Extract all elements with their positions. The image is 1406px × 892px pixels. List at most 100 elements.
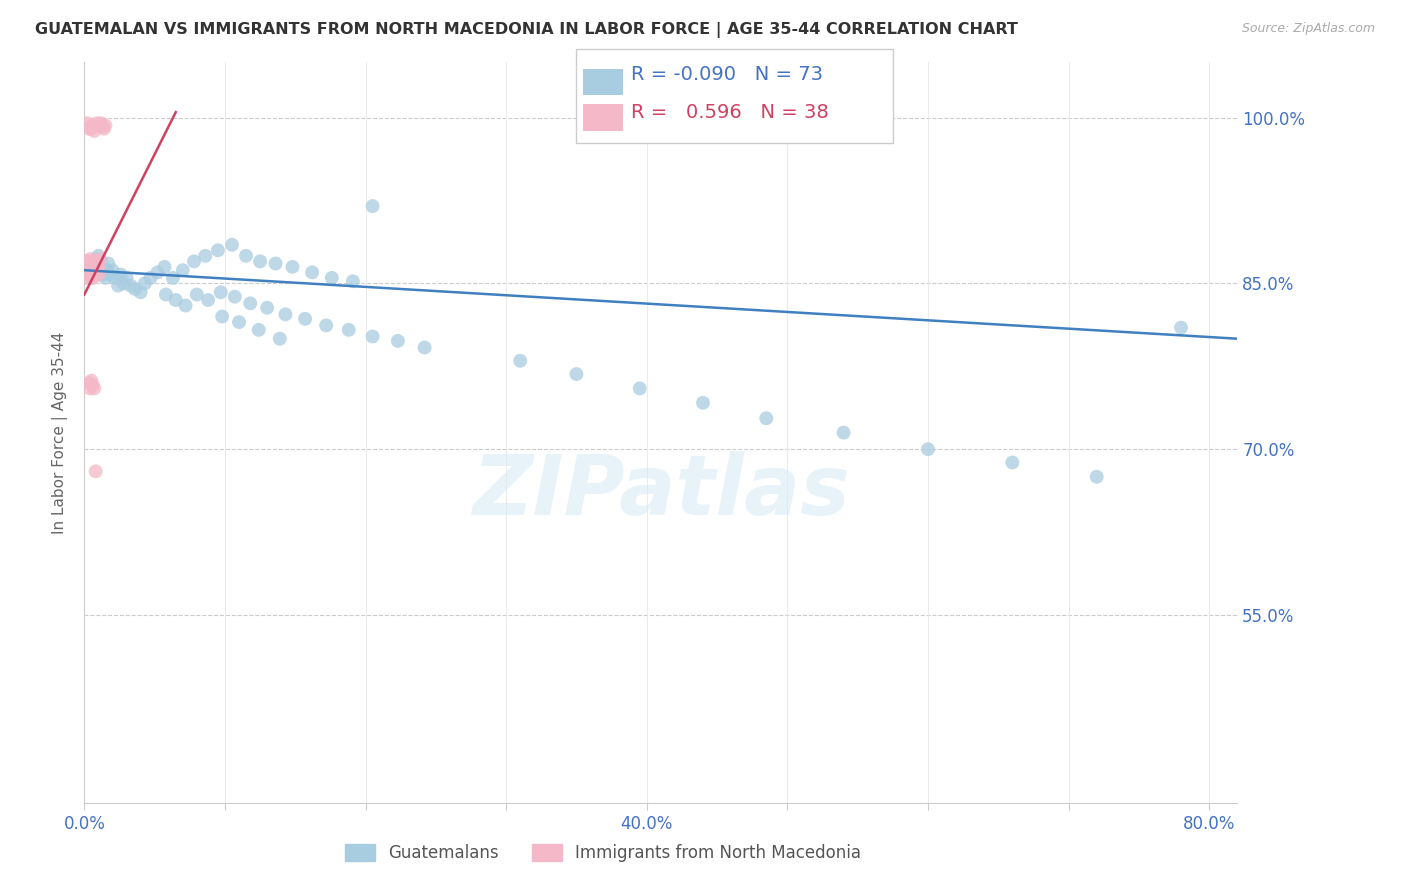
Point [301,265,323,279]
Point [194,249,217,263]
Point [1085,470,1108,484]
Point [153,260,176,274]
Point [76,271,98,285]
Point [509,353,531,368]
Point [1001,455,1024,469]
Point [76,116,98,130]
Point [361,199,384,213]
Point [281,260,304,274]
Point [235,249,257,263]
Point [76,254,98,268]
Point [172,263,194,277]
Point [77,268,100,282]
Point [97,256,120,270]
Point [387,334,409,348]
Point [77,376,100,390]
Point [221,237,243,252]
Point [337,323,360,337]
Point [76,254,98,268]
Point [628,381,651,395]
Point [565,367,588,381]
Text: ZIPatlas: ZIPatlas [472,451,849,533]
Point [139,271,162,285]
Point [917,442,939,457]
Point [294,311,316,326]
Point [84,268,107,282]
Point [183,254,205,268]
Point [692,396,714,410]
Point [79,265,101,279]
Point [274,307,297,321]
Point [211,310,233,324]
Point [1170,320,1192,334]
Point [83,254,105,268]
Point [80,374,103,388]
Point [84,464,107,478]
Y-axis label: In Labor Force | Age 35-44: In Labor Force | Age 35-44 [52,332,69,533]
Point [134,277,156,291]
Point [256,301,278,315]
Point [83,268,105,282]
Point [86,263,108,277]
Point [342,274,364,288]
Point [80,121,103,136]
Point [832,425,855,440]
Point [228,315,250,329]
Point [115,271,138,285]
Point [87,249,110,263]
Point [82,256,104,270]
Point [110,268,132,282]
Point [107,278,129,293]
Point [79,381,101,395]
Point [80,271,103,285]
Point [80,268,103,282]
Text: GUATEMALAN VS IMMIGRANTS FROM NORTH MACEDONIA IN LABOR FORCE | AGE 35-44 CORRELA: GUATEMALAN VS IMMIGRANTS FROM NORTH MACE… [35,22,1018,38]
Legend: Guatemalans, Immigrants from North Macedonia: Guatemalans, Immigrants from North Maced… [339,837,868,869]
Text: R = -0.090   N = 73: R = -0.090 N = 73 [631,65,824,84]
Point [124,282,146,296]
Point [84,252,107,267]
Point [91,120,114,134]
Point [77,260,100,274]
Point [84,120,107,134]
Point [77,121,100,136]
Point [82,256,104,270]
Point [79,120,101,134]
Point [87,268,110,282]
Point [120,278,142,293]
Point [90,116,112,130]
Point [83,124,105,138]
Point [79,252,101,267]
Point [86,116,108,130]
Point [93,121,115,136]
Point [162,271,184,285]
Text: R =   0.596   N = 38: R = 0.596 N = 38 [631,103,830,121]
Point [247,323,270,337]
Point [207,244,229,258]
Point [249,254,271,268]
Point [101,263,124,277]
Point [83,381,105,395]
Point [315,318,337,333]
Point [129,285,152,300]
Text: Source: ZipAtlas.com: Source: ZipAtlas.com [1241,22,1375,36]
Point [209,285,232,300]
Point [86,254,108,268]
Point [77,260,100,274]
Point [239,296,262,310]
Point [91,268,114,282]
Point [321,271,343,285]
Point [165,293,187,307]
Point [224,290,246,304]
Point [75,263,97,277]
Point [174,299,197,313]
Point [87,260,110,274]
Point [197,293,219,307]
Point [89,260,111,274]
Point [264,256,287,270]
Point [79,265,101,279]
Point [155,287,177,301]
Point [89,252,111,267]
Point [112,277,135,291]
Point [755,411,778,425]
